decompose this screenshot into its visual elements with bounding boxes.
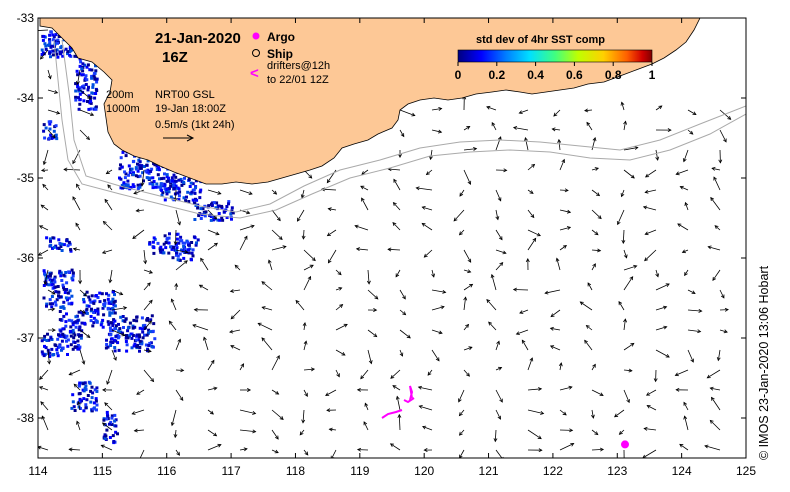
x-tick-label: 125 <box>736 464 756 478</box>
depth-200-label: 200m <box>106 89 134 101</box>
hour-title: 16Z <box>162 49 188 66</box>
colorbar-ticks: 0 0.2 0.4 0.6 0.8 1 <box>455 62 656 82</box>
depth-1000-label: 1000m <box>106 103 140 115</box>
x-tick-label: 118 <box>286 464 305 478</box>
colorbar <box>457 49 653 63</box>
copyright-text: © IMOS 23-Jan-2020 13:06 Hobart <box>757 265 771 460</box>
y-tick-label: -38 <box>17 411 35 425</box>
contour-1000m <box>53 39 746 219</box>
y-axis: -33 -34 -35 -36 -37 -38 <box>17 11 746 425</box>
x-tick-label: 114 <box>28 464 47 478</box>
date-title: 21-Jan-2020 <box>155 30 241 47</box>
drifters-label-1: drifters@12h <box>267 60 330 72</box>
ship-legend-label: Ship <box>267 47 293 61</box>
colorbar-tick-label: 0 <box>455 68 462 82</box>
drifters-label-2: to 22/01 12Z <box>267 74 329 86</box>
plot-frame <box>37 17 747 459</box>
y-tick-label: -36 <box>17 251 35 265</box>
x-tick-label: 123 <box>607 464 627 478</box>
current-vectors <box>38 25 732 458</box>
x-tick-label: 119 <box>350 464 369 478</box>
colorbar-tick-label: 0.6 <box>566 68 583 82</box>
ship-legend-icon <box>252 49 260 57</box>
drifter-track-2 <box>409 385 414 401</box>
x-tick-label: 117 <box>222 464 241 478</box>
drifter-legend-icon: < <box>250 65 259 82</box>
product-time-label: 19-Jan 18:00Z <box>155 103 226 115</box>
colorbar-tick-label: 0.8 <box>605 68 622 82</box>
y-tick-label: -35 <box>17 171 35 185</box>
scale-arrow <box>163 134 195 142</box>
x-tick-label: 120 <box>414 464 434 478</box>
drifter-track-1 <box>381 409 403 419</box>
x-tick-label: 122 <box>543 464 563 478</box>
y-tick-label: -33 <box>17 11 35 25</box>
argo-legend-label: Argo <box>267 30 295 44</box>
colorbar-tick-label: 0.4 <box>527 68 544 82</box>
x-axis: 114 115 116 117 118 119 120 121 122 123 124 125 <box>28 18 756 478</box>
product-label: NRT00 GSL <box>155 89 215 101</box>
colorbar-tick-label: 0.2 <box>488 68 505 82</box>
scale-label: 0.5m/s (1kt 24h) <box>155 119 234 131</box>
argo-legend-icon <box>252 32 260 40</box>
x-tick-label: 124 <box>672 464 692 478</box>
drifter-track-3 <box>403 397 415 404</box>
contour-200m <box>61 39 746 213</box>
colorbar-tick-label: 1 <box>649 68 656 82</box>
x-tick-label: 116 <box>157 464 176 478</box>
drifter-tracks <box>381 385 415 419</box>
y-tick-label: -37 <box>17 331 35 345</box>
x-tick-label: 121 <box>479 464 499 478</box>
y-tick-label: -34 <box>17 91 35 105</box>
x-tick-label: 115 <box>93 464 112 478</box>
colorbar-title: std dev of 4hr SST comp <box>476 34 605 46</box>
argo-float-marker[interactable] <box>620 440 629 449</box>
